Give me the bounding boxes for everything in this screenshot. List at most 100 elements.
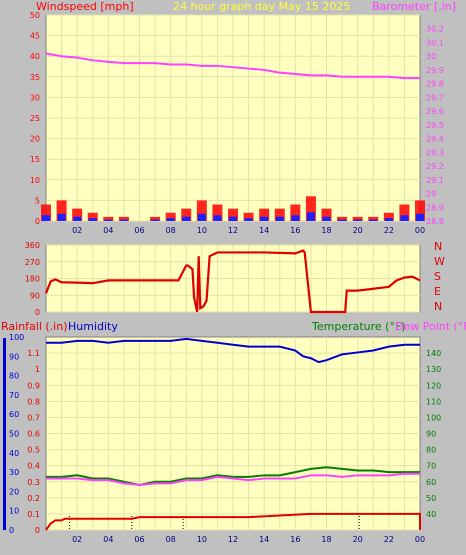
barometer-tick: 30 [426,52,436,61]
humidity-tick: 60 [9,410,19,419]
humidity-tick-labels: 0 10 20 30 40 50 60 70 80 90 100 [9,333,24,535]
rainfall-line [45,512,421,531]
rainfall-axis-label: Rainfall (.in) [1,320,68,333]
rain-humidity-temperature-x-tick-labels: 02 04 06 08 10 12 14 16 18 20 22 00 [72,535,425,544]
compass-tick: W [434,255,445,268]
temperature-axis-label: Temperature (°F) [311,320,406,333]
windspeed-bars [41,196,425,221]
windspeed-average-bar [151,219,160,221]
windspeed-bar [212,204,223,221]
chart-title: 24 hour graph day May 15 2025 [173,0,350,13]
temperature-tick: 60 [426,478,436,487]
windspeed-bar [368,216,379,221]
barometer-tick: 29.4 [426,135,444,144]
wind-direction-degree-tick-labels: 0 90 180 270 360 [25,241,40,317]
windspeed-bar [399,204,410,221]
windspeed-bar [228,208,238,221]
barometer-tick: 29.8 [426,80,444,89]
rainfall-tick: 0.6 [27,430,40,439]
x-tick-label: 08 [166,226,176,235]
windspeed-average-bar [42,215,50,221]
dewpoint-line [46,472,420,486]
wind-direction-line [44,249,421,314]
barometer-tick: 29.2 [426,162,444,171]
wind-barometer-x-tick-labels: 02 04 06 08 10 12 14 16 18 20 22 00 [72,226,425,235]
humidity-tick: 50 [9,430,19,439]
barometer-tick-labels: 28.8 28.9 29 29.1 29.2 29.3 29.4 29.5 29.6 29.7 29… [426,25,444,226]
windspeed-average-bar [338,219,347,221]
windspeed-average-bar [104,219,113,221]
windspeed-average-bar [306,212,315,221]
rain-event-markers [68,516,360,530]
direction-degree-tick: 180 [25,275,40,284]
windspeed-bar [305,196,316,221]
windspeed-bar [321,208,332,221]
windspeed-average-bar [353,219,362,221]
rainfall-tick: 0.4 [27,462,40,471]
windspeed-tick: 50 [30,11,40,20]
x-tick-label: 02 [72,535,82,544]
rainfall-tick: 0 [35,526,40,535]
windspeed-average-bar [88,218,97,221]
x-tick-label: 10 [197,535,207,544]
windspeed-bar [72,208,83,221]
windspeed-bar [118,216,129,221]
x-tick-label: 00 [415,535,425,544]
windspeed-axis-label: Windspeed [mph] [36,0,134,13]
x-tick-label: 14 [259,226,269,235]
temperature-tick-labels: 40 50 60 70 80 90 100 110 120 130 140 [426,349,441,519]
windspeed-tick: 0 [35,217,40,226]
humidity-tick: 70 [9,391,19,400]
windspeed-tick: 35 [30,73,40,82]
windspeed-average-bar [182,216,191,221]
windspeed-bar [103,216,114,221]
x-tick-label: 06 [134,535,144,544]
temperature-tick: 90 [426,430,436,439]
barometer-tick: 29.1 [426,176,444,185]
humidity-axis-bar [3,338,6,530]
x-tick-label: 20 [353,226,363,235]
humidity-tick: 90 [9,352,19,361]
barometer-tick: 29.9 [426,66,444,75]
humidity-line [46,337,420,364]
x-tick-label: 22 [384,226,394,235]
windspeed-bar [259,208,270,221]
humidity-tick: 40 [9,449,19,458]
windspeed-bar [352,216,363,221]
x-tick-label: 02 [72,226,82,235]
temperature-tick: 70 [426,462,436,471]
temperature-tick: 130 [426,365,441,374]
humidity-tick: 80 [9,372,19,381]
windspeed-average-bar [213,215,222,221]
temperature-tick: 110 [426,397,441,406]
x-tick-label: 12 [228,226,238,235]
compass-tick: N [434,240,442,253]
windspeed-bar [415,200,425,221]
x-tick-label: 10 [197,226,207,235]
windspeed-bar [290,204,301,221]
x-tick-label: 16 [290,535,300,544]
windspeed-bar [87,212,98,221]
x-tick-label: 16 [290,226,300,235]
windspeed-average-bar [119,219,128,221]
x-tick-label: 18 [321,226,331,235]
humidity-tick: 0 [9,526,14,535]
windspeed-bar [337,216,348,221]
x-tick-label: 04 [103,226,113,235]
windspeed-tick: 30 [30,93,40,102]
windspeed-average-bar [73,216,82,221]
windspeed-average-bar [166,218,175,221]
barometer-tick: 28.9 [426,203,444,212]
rainfall-tick-labels: 0 0.1 0.2 0.3 0.4 0.5 0.6 0.7 0.8 0.9 1 1.1 [27,349,40,535]
compass-tick: E [434,285,441,298]
windspeed-average-bar [291,215,300,221]
windspeed-bar [274,208,285,221]
windspeed-bar [150,216,161,221]
windspeed-bar [383,212,394,221]
temperature-tick: 50 [426,494,436,503]
humidity-tick: 20 [9,487,19,496]
temperature-tick: 100 [426,413,441,422]
windspeed-tick: 25 [30,114,40,123]
humidity-axis-label: Humidity [68,320,118,333]
